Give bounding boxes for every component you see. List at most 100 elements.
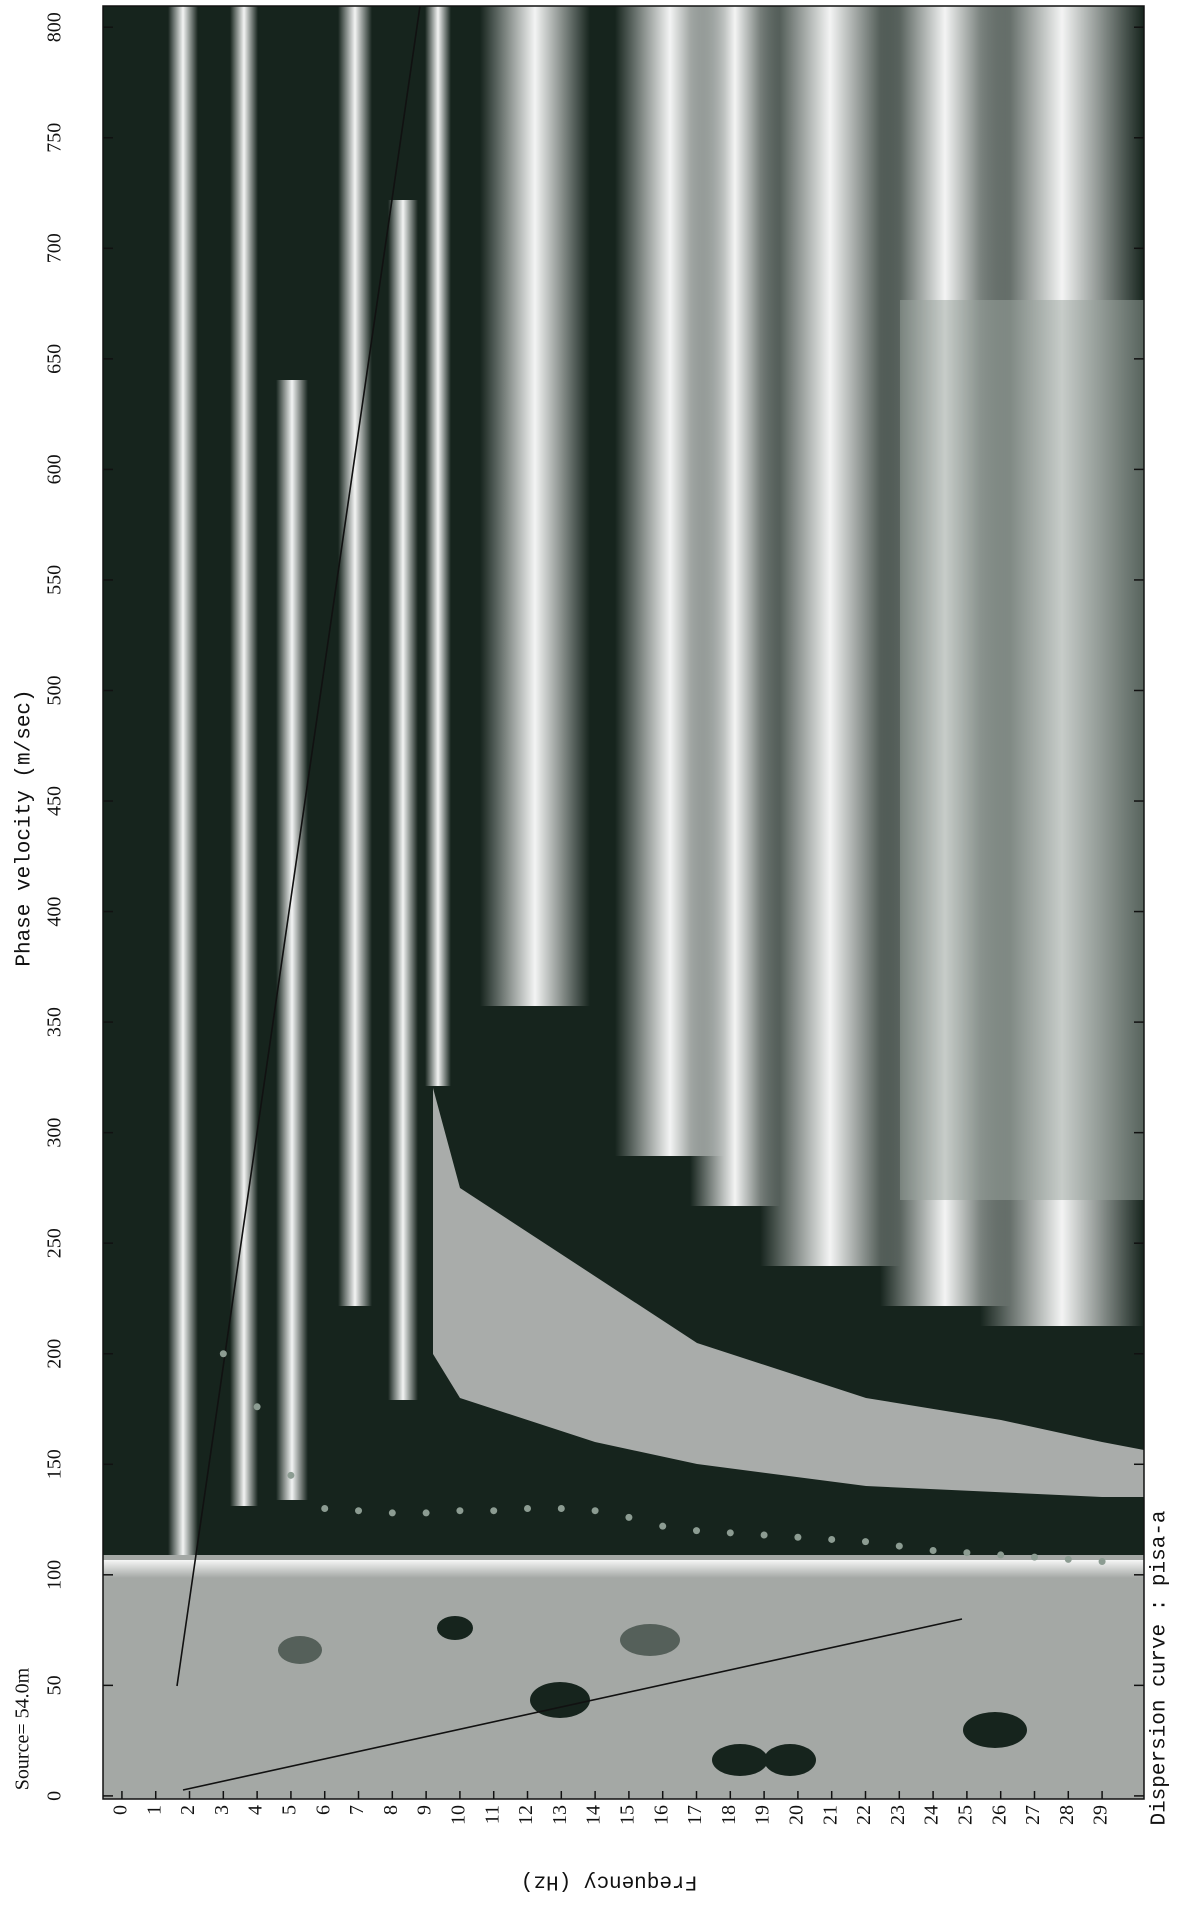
curve-point <box>321 1504 329 1512</box>
x-tick-label: 26 <box>988 1805 1010 1825</box>
curve-point <box>726 1529 734 1537</box>
x-tick-label: 5 <box>279 1805 301 1815</box>
x-tick-label: 28 <box>1056 1805 1078 1825</box>
x-tick-label: 4 <box>245 1805 267 1815</box>
y-tick-label: 450 <box>44 786 66 816</box>
curve-point <box>355 1507 363 1515</box>
y-tick-label: 500 <box>44 675 66 705</box>
y-tick-label: 550 <box>44 565 66 595</box>
image-band <box>276 380 308 1500</box>
x-tick-label: 15 <box>617 1805 639 1825</box>
x-tick-label: 9 <box>414 1805 436 1815</box>
curve-point <box>219 1350 227 1358</box>
image-blob <box>764 1744 816 1776</box>
curve-point <box>524 1504 532 1512</box>
x-tick-label: 23 <box>887 1805 909 1825</box>
image-band <box>480 6 590 1006</box>
image-band <box>425 6 451 1086</box>
curve-point <box>557 1504 565 1512</box>
plot-frame <box>102 5 1145 1800</box>
x-tick-label: 20 <box>785 1805 807 1825</box>
curve-point <box>287 1471 295 1479</box>
x-tick-label: 29 <box>1090 1805 1112 1825</box>
annotation: Source= 54.0m <box>12 1667 34 1790</box>
curve-point <box>1030 1553 1038 1561</box>
image-band <box>338 6 372 1306</box>
limit-line <box>182 1618 963 1791</box>
curve-point <box>625 1513 633 1521</box>
x-tick-label: 22 <box>853 1805 875 1825</box>
image-band <box>230 6 258 1506</box>
curve-point <box>1064 1555 1072 1563</box>
x-tick-label: 13 <box>549 1805 571 1825</box>
x-tick-label: 6 <box>312 1805 334 1815</box>
y-tick-label: 0 <box>44 1791 66 1801</box>
x-tick-label: 0 <box>110 1805 132 1815</box>
y-tick-label: 750 <box>44 123 66 153</box>
image-blob <box>530 1682 590 1718</box>
curve-point <box>456 1507 464 1515</box>
curve-point <box>760 1531 768 1539</box>
x-tick-label: 14 <box>583 1805 605 1825</box>
image-blob <box>712 1744 768 1776</box>
curve-point <box>659 1522 667 1530</box>
y-tick-label: 800 <box>44 12 66 42</box>
x-axis-title: Frequency (Hz) <box>521 1869 697 1892</box>
curve-point <box>828 1535 836 1543</box>
image-wedge <box>433 1088 1144 1497</box>
x-tick-label: 3 <box>211 1805 233 1815</box>
curve-point <box>861 1538 869 1546</box>
curve-label: Dispersion curve : pisa-a <box>1149 1510 1172 1825</box>
limit-line <box>176 6 421 1687</box>
curve-point <box>422 1509 430 1517</box>
x-tick-label: 25 <box>954 1805 976 1825</box>
y-tick-label: 400 <box>44 897 66 927</box>
curve-point <box>963 1549 971 1557</box>
y-tick-label: 700 <box>44 233 66 263</box>
curve-point <box>1098 1558 1106 1566</box>
image-noise-zone <box>103 1555 1144 1799</box>
y-tick-label: 50 <box>44 1675 66 1695</box>
image-blob <box>963 1712 1027 1748</box>
curve-point <box>794 1533 802 1541</box>
curve-point <box>693 1527 701 1535</box>
curve-point <box>895 1542 903 1550</box>
curve-point <box>591 1507 599 1515</box>
x-tick-label: 2 <box>177 1805 199 1815</box>
x-tick-label: 24 <box>921 1805 943 1825</box>
dispersion-image <box>103 6 1144 1799</box>
image-gray-zone <box>900 300 1144 1200</box>
y-tick-label: 350 <box>44 1007 66 1037</box>
x-tick-label: 7 <box>346 1805 368 1815</box>
curve-point <box>997 1551 1005 1559</box>
y-tick-label: 250 <box>44 1228 66 1258</box>
y-tick-label: 600 <box>44 454 66 484</box>
curve-point <box>388 1509 396 1517</box>
y-axis-title: Phase velocity (m/sec) <box>14 689 37 966</box>
image-band <box>760 6 900 1266</box>
x-tick-label: 16 <box>650 1805 672 1825</box>
x-tick-label: 10 <box>448 1805 470 1825</box>
y-tick-label: 150 <box>44 1449 66 1479</box>
x-tick-label: 8 <box>380 1805 402 1815</box>
image-edge <box>103 1560 1144 1578</box>
image-blob <box>278 1636 322 1664</box>
curve-point <box>253 1403 261 1411</box>
curve-point <box>929 1547 937 1555</box>
x-tick-label: 11 <box>481 1805 503 1824</box>
image-blob <box>620 1624 680 1656</box>
y-tick-label: 650 <box>44 344 66 374</box>
x-tick-label: 18 <box>718 1805 740 1825</box>
y-tick-label: 100 <box>44 1560 66 1590</box>
image-band <box>388 200 418 1400</box>
x-tick-label: 27 <box>1022 1805 1044 1825</box>
x-tick-label: 1 <box>143 1805 165 1815</box>
curve-point <box>490 1507 498 1515</box>
image-band <box>168 6 198 1566</box>
y-tick-label: 300 <box>44 1118 66 1148</box>
y-tick-label: 200 <box>44 1339 66 1369</box>
x-tick-label: 19 <box>752 1805 774 1825</box>
x-tick-label: 17 <box>684 1805 706 1825</box>
